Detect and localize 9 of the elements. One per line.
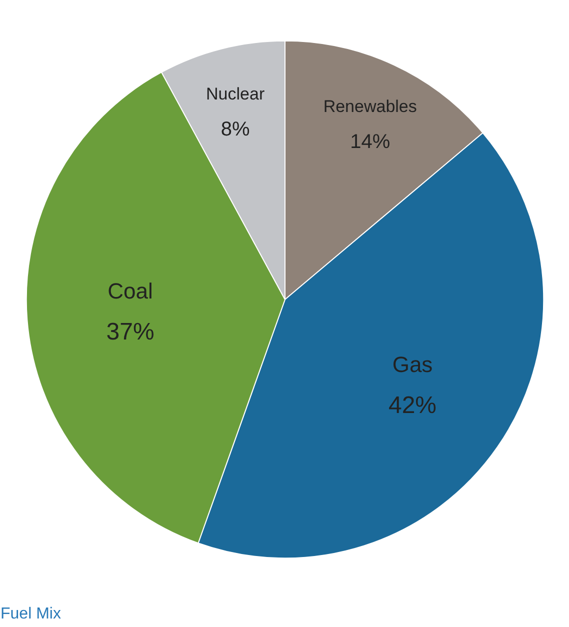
slice-label: Coal <box>108 278 153 304</box>
text: Fuel Mix <box>0 606 61 622</box>
data-label: 42% <box>388 392 437 420</box>
data-label: 37% <box>106 318 154 346</box>
slice-label: Nuclear <box>206 84 265 104</box>
slice-label: Gas <box>392 352 433 378</box>
data-label: 14% <box>350 130 390 153</box>
data-label: 8% <box>220 118 250 141</box>
slice-label: Renewables <box>323 96 417 116</box>
